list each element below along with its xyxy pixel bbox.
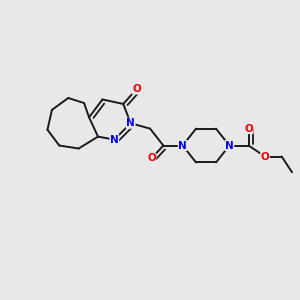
- Text: O: O: [244, 124, 253, 134]
- Text: O: O: [261, 152, 269, 161]
- Text: N: N: [126, 118, 135, 128]
- Text: O: O: [132, 84, 141, 94]
- Text: N: N: [178, 140, 187, 151]
- Text: N: N: [110, 135, 119, 145]
- Text: O: O: [147, 153, 156, 163]
- Text: N: N: [225, 140, 234, 151]
